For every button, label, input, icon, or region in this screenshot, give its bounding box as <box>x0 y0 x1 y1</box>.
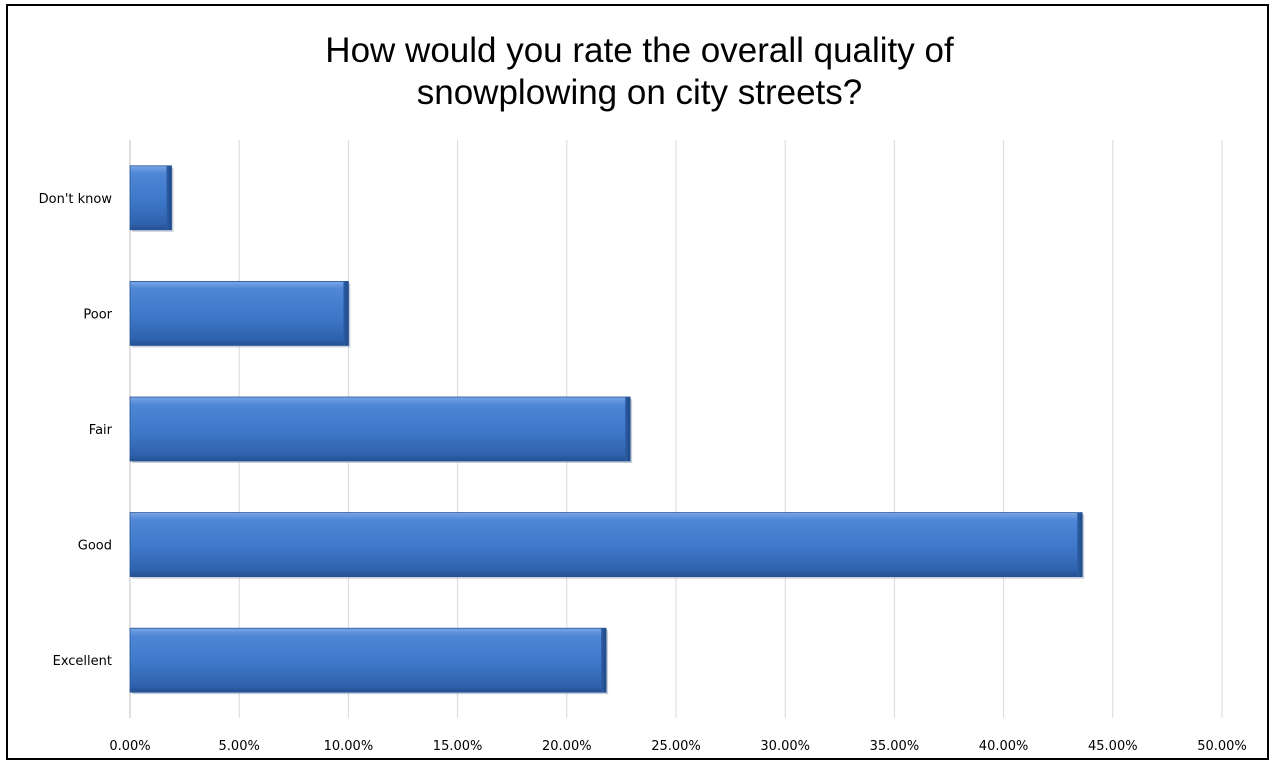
x-tick-label: 30.00% <box>760 739 810 754</box>
chart-title-line-1: How would you rate the overall quality o… <box>325 31 954 70</box>
chart-title: How would you rate the overall quality o… <box>8 30 1271 114</box>
x-tick-label: 45.00% <box>1088 739 1138 754</box>
bar <box>129 512 1085 579</box>
chart-frame: How would you rate the overall quality o… <box>6 4 1269 760</box>
category-label: Fair <box>89 423 113 438</box>
bar <box>129 280 351 348</box>
x-tick-label: 25.00% <box>651 739 701 754</box>
category-label: Don't know <box>39 192 113 207</box>
x-tick-label: 50.00% <box>1197 739 1247 754</box>
x-tick-label: 15.00% <box>433 739 483 754</box>
x-tick-label: 35.00% <box>870 739 920 754</box>
bar <box>129 396 633 463</box>
x-tick-label: 10.00% <box>324 739 374 754</box>
x-tick-label: 20.00% <box>542 739 592 754</box>
x-tick-label: 0.00% <box>109 739 150 754</box>
bar <box>129 627 609 695</box>
x-tick-label: 40.00% <box>979 739 1029 754</box>
bar-chart: 0.00% 5.00% 10.00% 15.00% 20.00% 25.00% 30.00%… <box>39 140 1247 754</box>
category-label: Excellent <box>53 654 112 669</box>
category-label: Poor <box>83 307 112 322</box>
chart-title-line-2: snowplowing on city streets? <box>416 73 863 112</box>
bar <box>129 165 174 232</box>
category-label: Good <box>78 539 112 554</box>
x-tick-label: 5.00% <box>219 739 260 754</box>
